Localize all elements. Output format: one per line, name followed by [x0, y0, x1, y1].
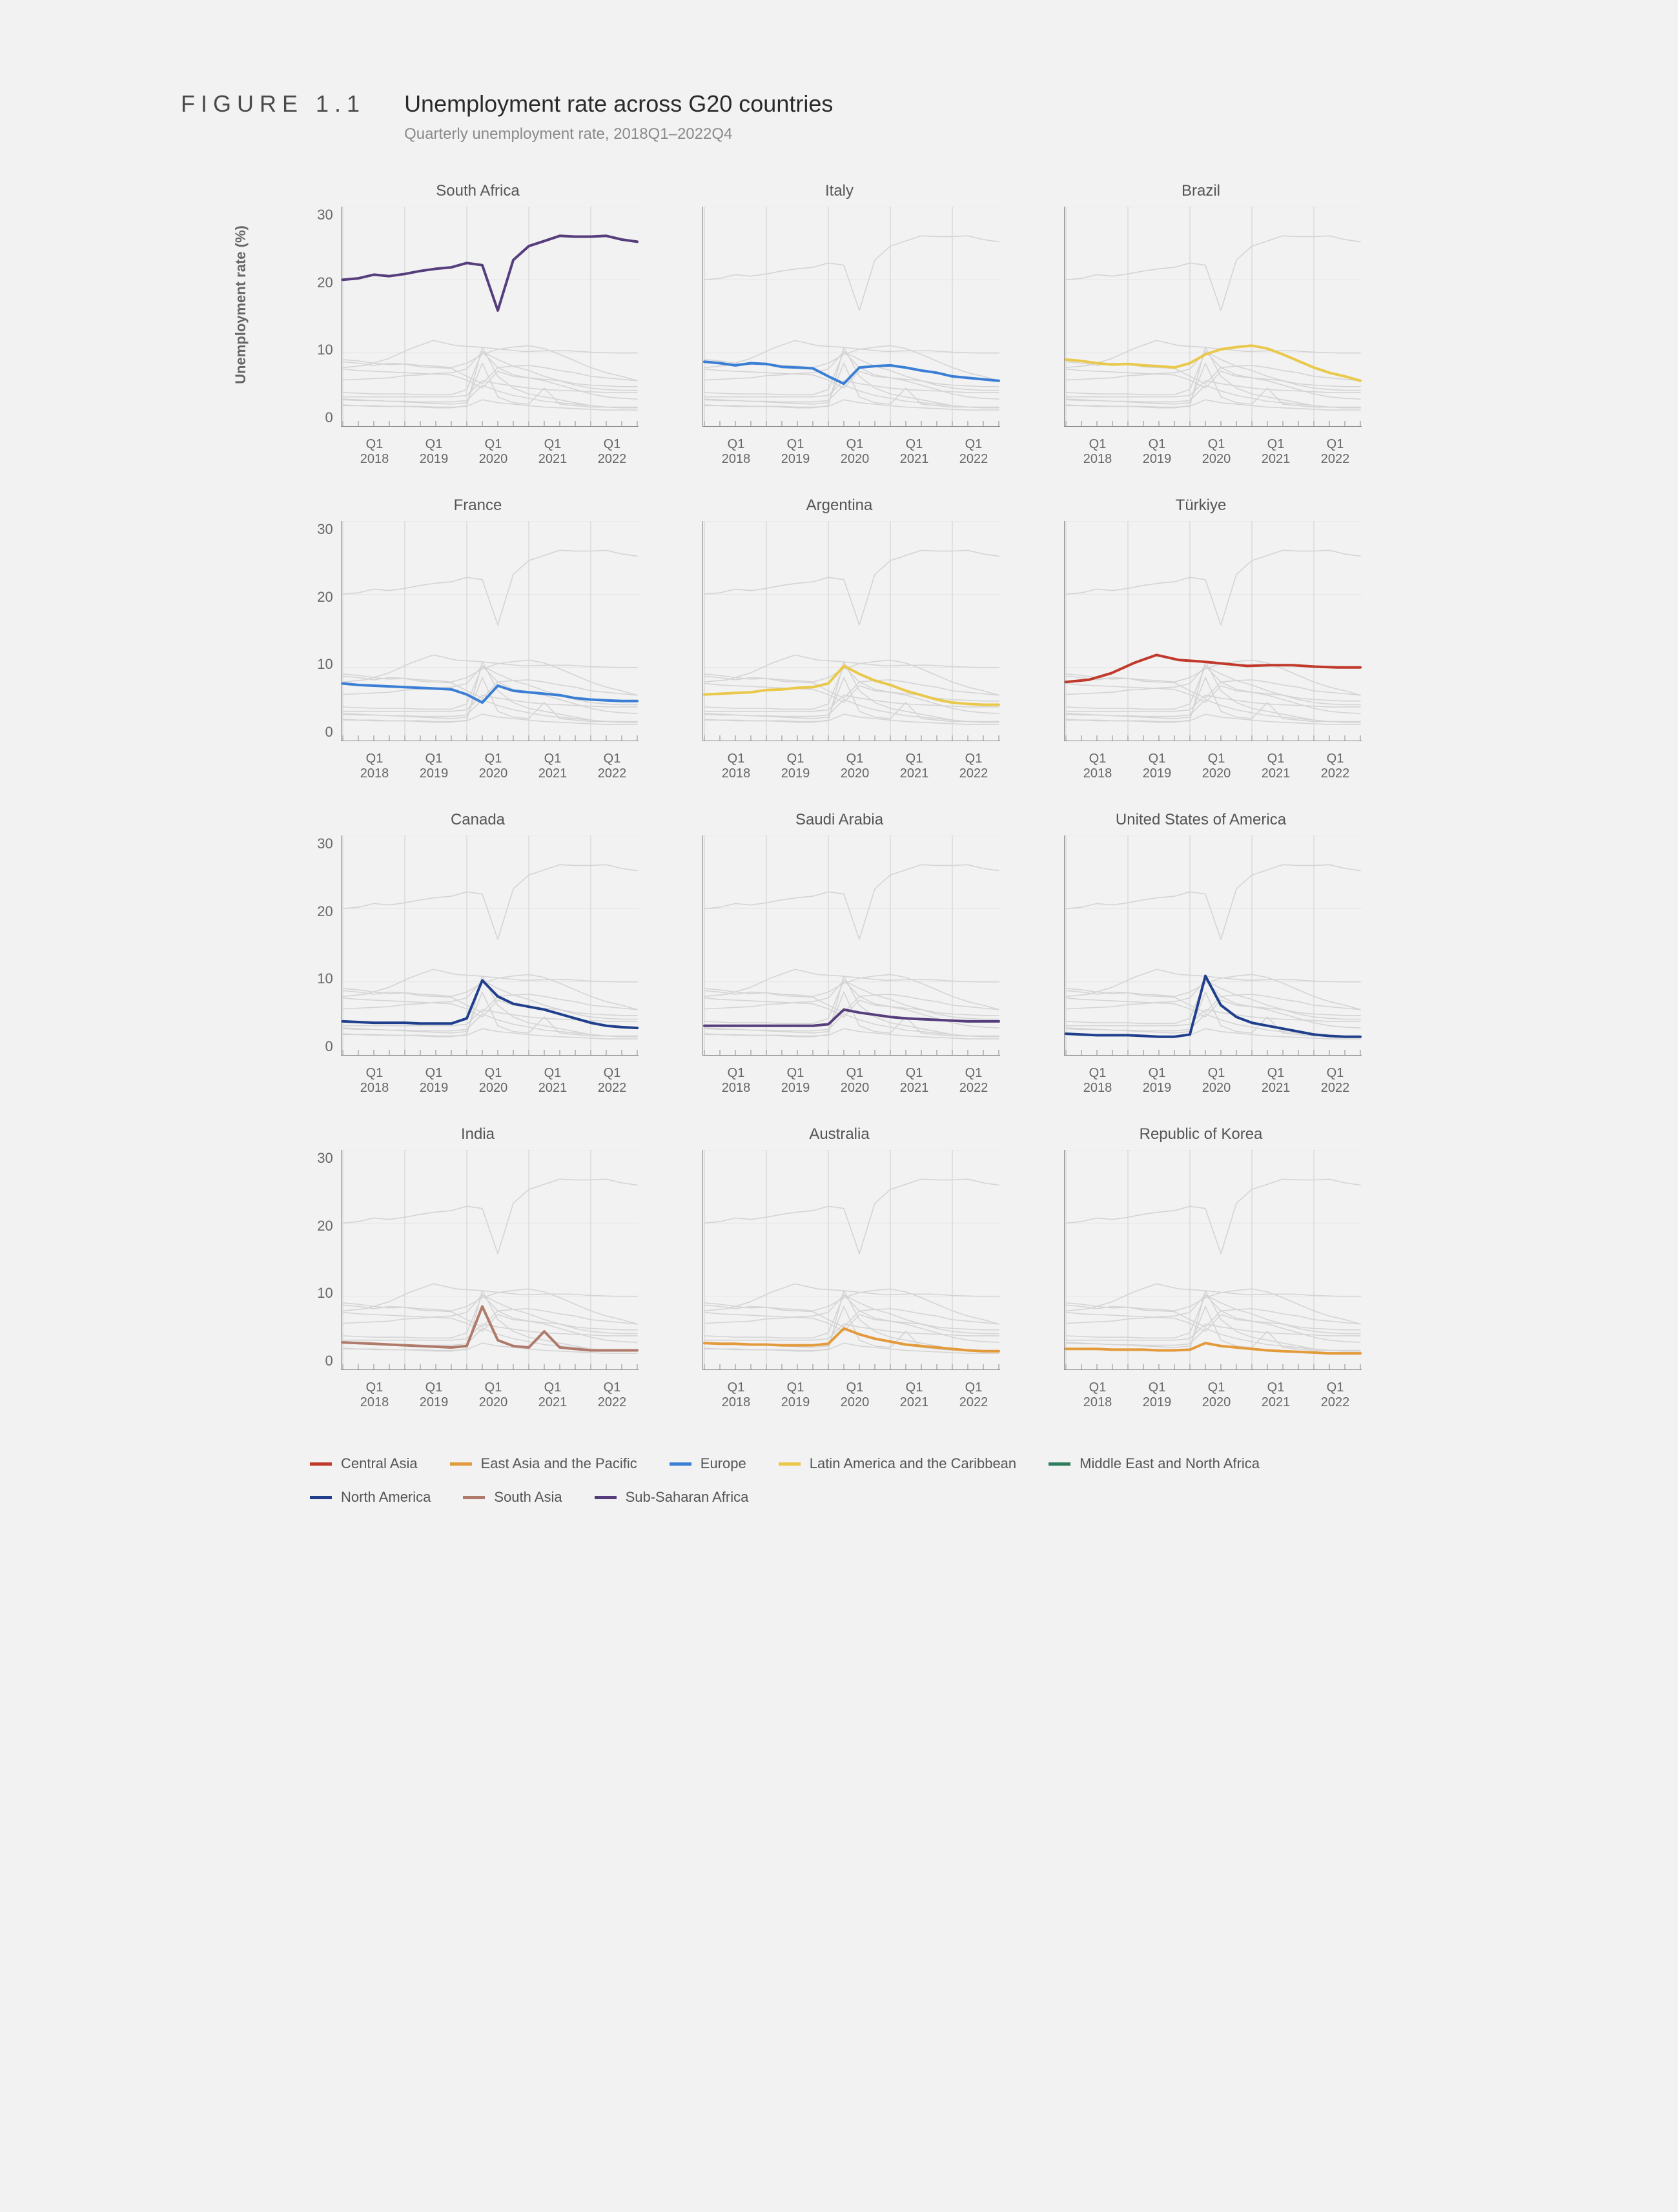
plot-area — [702, 1150, 1000, 1370]
y-axis: 3020100 — [317, 521, 340, 741]
x-axis: Q12018Q12019Q12020Q12021Q12022 — [706, 437, 1003, 467]
legend-swatch — [595, 1496, 617, 1499]
legend-item: Middle East and North Africa — [1049, 1455, 1260, 1472]
legend-item: Sub-Saharan Africa — [595, 1489, 749, 1506]
legend-label: Middle East and North Africa — [1079, 1455, 1260, 1472]
panel-title: Canada — [451, 811, 505, 829]
legend-label: Central Asia — [341, 1455, 418, 1472]
plot-area — [702, 521, 1000, 741]
legend-item: North America — [310, 1489, 431, 1506]
chart-panel: Australia30Q12018Q12019Q12020Q12021Q1202… — [671, 1125, 1007, 1410]
panel-title: Brazil — [1182, 182, 1220, 200]
y-axis-label: Unemployment rate (%) — [232, 225, 249, 384]
chart-panel: Canada 3020100Q12018Q12019Q12020Q12021Q12… — [310, 811, 646, 1096]
plot-area — [1064, 835, 1362, 1056]
x-axis: Q12018Q12019Q12020Q12021Q12022 — [706, 752, 1003, 781]
legend-label: Sub-Saharan Africa — [626, 1489, 749, 1506]
y-axis: 3020100 — [317, 207, 340, 426]
chart-panel: Türkiye30Q12018Q12019Q12020Q12021Q12022 — [1033, 497, 1369, 781]
legend-item: Europe — [670, 1455, 746, 1472]
x-axis: Q12018Q12019Q12020Q12021Q12022 — [1068, 437, 1365, 467]
chart-panel: France 3020100Q12018Q12019Q12020Q12021Q12… — [310, 497, 646, 781]
legend-label: North America — [341, 1489, 431, 1506]
legend-swatch — [450, 1462, 472, 1466]
chart-panel: India 3020100Q12018Q12019Q12020Q12021Q120… — [310, 1125, 646, 1410]
panel-title: South Africa — [436, 182, 519, 200]
x-axis: Q12018Q12019Q12020Q12021Q12022 — [345, 437, 642, 467]
figure-page: FIGURE 1.1 Unemployment rate across G20 … — [0, 0, 1678, 2212]
figure-title: Unemployment rate across G20 countries — [404, 90, 833, 118]
figure-subtitle: Quarterly unemployment rate, 2018Q1–2022… — [404, 125, 833, 143]
legend-swatch — [463, 1496, 485, 1499]
legend-item: South Asia — [463, 1489, 562, 1506]
plot-area — [341, 1150, 639, 1370]
legend-item: Central Asia — [310, 1455, 418, 1472]
x-axis: Q12018Q12019Q12020Q12021Q12022 — [706, 1380, 1003, 1410]
chart-legend: Central Asia East Asia and the Pacific Eur… — [310, 1455, 1343, 1506]
legend-label: South Asia — [494, 1489, 562, 1506]
y-axis: 3020100 — [317, 835, 340, 1055]
legend-item: East Asia and the Pacific — [450, 1455, 637, 1472]
plot-area — [702, 207, 1000, 427]
legend-label: Latin America and the Caribbean — [810, 1455, 1016, 1472]
figure-header: FIGURE 1.1 Unemployment rate across G20 … — [181, 90, 1601, 143]
x-axis: Q12018Q12019Q12020Q12021Q12022 — [1068, 1066, 1365, 1096]
x-axis: Q12018Q12019Q12020Q12021Q12022 — [345, 1066, 642, 1096]
panel-title: France — [454, 497, 502, 515]
x-axis: Q12018Q12019Q12020Q12021Q12022 — [345, 1380, 642, 1410]
chart-panel: Republic of Korea30Q12018Q12019Q12020Q12… — [1033, 1125, 1369, 1410]
panel-title: Australia — [809, 1125, 869, 1143]
panel-title: Republic of Korea — [1140, 1125, 1263, 1143]
chart-grid: South AfricaUnemployment rate (%)3020100… — [310, 182, 1601, 1506]
legend-swatch — [779, 1462, 801, 1466]
legend-swatch — [310, 1462, 332, 1466]
panel-title: Argentina — [806, 497, 873, 515]
panel-title: United States of America — [1116, 811, 1286, 829]
plot-area — [1064, 207, 1362, 427]
figure-label: FIGURE 1.1 — [181, 90, 365, 118]
panel-title: Saudi Arabia — [795, 811, 883, 829]
x-axis: Q12018Q12019Q12020Q12021Q12022 — [706, 1066, 1003, 1096]
plot-area — [341, 207, 639, 427]
chart-panel: Brazil30Q12018Q12019Q12020Q12021Q12022 — [1033, 182, 1369, 467]
x-axis: Q12018Q12019Q12020Q12021Q12022 — [1068, 752, 1365, 781]
highlight-line — [704, 666, 999, 704]
chart-panel: United States of America30Q12018Q12019Q1… — [1033, 811, 1369, 1096]
legend-swatch — [670, 1462, 691, 1466]
chart-panel: Italy30Q12018Q12019Q12020Q12021Q12022 — [671, 182, 1007, 467]
plot-area — [1064, 521, 1362, 741]
legend-label: Europe — [701, 1455, 746, 1472]
chart-panel: Argentina30Q12018Q12019Q12020Q12021Q1202… — [671, 497, 1007, 781]
chart-panel: South AfricaUnemployment rate (%)3020100… — [310, 182, 646, 467]
panel-title: India — [461, 1125, 495, 1143]
legend-item: Latin America and the Caribbean — [779, 1455, 1016, 1472]
highlight-line — [343, 236, 637, 311]
legend-label: East Asia and the Pacific — [481, 1455, 637, 1472]
legend-swatch — [310, 1496, 332, 1499]
plot-area — [341, 521, 639, 741]
plot-area — [702, 835, 1000, 1056]
plot-area — [1064, 1150, 1362, 1370]
x-axis: Q12018Q12019Q12020Q12021Q12022 — [345, 752, 642, 781]
x-axis: Q12018Q12019Q12020Q12021Q12022 — [1068, 1380, 1365, 1410]
chart-panel: Saudi Arabia30Q12018Q12019Q12020Q12021Q1… — [671, 811, 1007, 1096]
panel-title: Italy — [825, 182, 854, 200]
panel-title: Türkiye — [1176, 497, 1227, 515]
y-axis: 3020100 — [317, 1150, 340, 1369]
highlight-line — [343, 684, 637, 703]
plot-area — [341, 835, 639, 1056]
legend-swatch — [1049, 1462, 1070, 1466]
